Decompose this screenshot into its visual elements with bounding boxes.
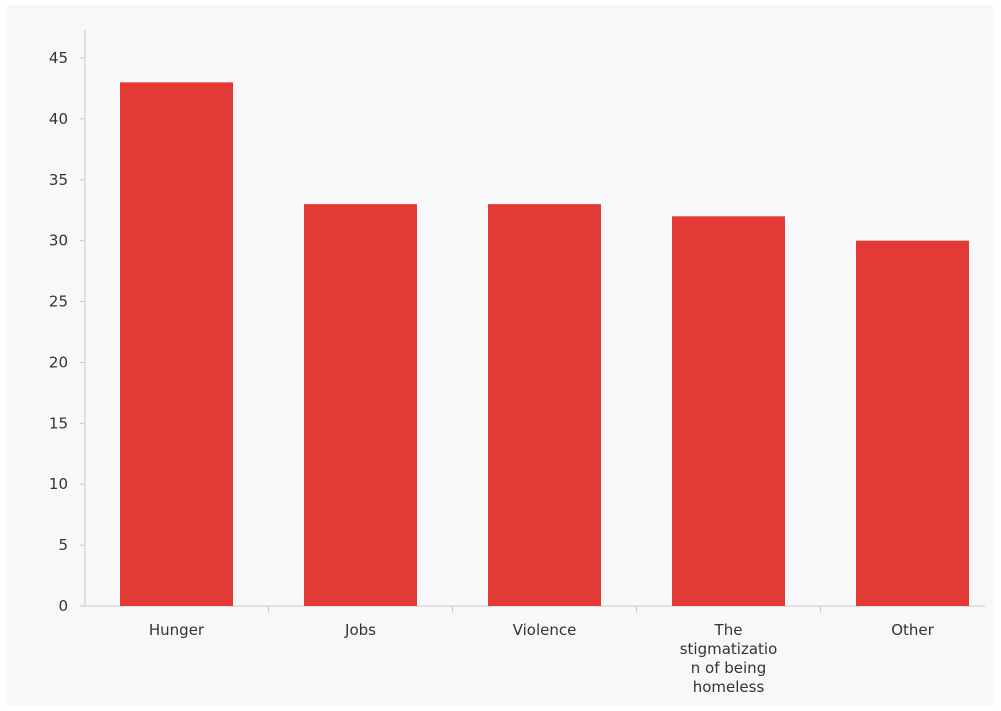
y-tick-label: 10 bbox=[49, 475, 68, 493]
category-labels: Hunger Jobs Violence The stigmatizatio n of b… bbox=[149, 621, 935, 696]
bars bbox=[120, 82, 969, 607]
x-category-label: Hunger bbox=[149, 621, 205, 639]
y-tick-label: 15 bbox=[49, 414, 68, 432]
y-tick-label: 30 bbox=[49, 232, 68, 250]
bar bbox=[120, 82, 233, 607]
x-category-label: Violence bbox=[513, 621, 577, 639]
y-tick-label: 0 bbox=[58, 597, 68, 615]
x-category-label-line: The bbox=[714, 621, 743, 639]
x-category-label-line: Violence bbox=[513, 621, 577, 639]
x-category-label-line: Other bbox=[891, 621, 934, 639]
y-tick-label: 25 bbox=[49, 293, 68, 311]
y-tick-label: 35 bbox=[49, 171, 68, 189]
y-tick-label: 5 bbox=[58, 536, 68, 554]
x-category-label-line: stigmatizatio bbox=[680, 640, 778, 658]
x-axis bbox=[85, 605, 985, 612]
x-category-label: Jobs bbox=[344, 621, 376, 639]
y-axis: 0 5 10 15 20 25 30 35 40 45 bbox=[49, 30, 86, 615]
y-tick-label: 20 bbox=[49, 353, 68, 371]
x-category-label: Other bbox=[891, 621, 934, 639]
x-category-label-line: n of being bbox=[691, 659, 766, 677]
x-category-label-line: Hunger bbox=[149, 621, 205, 639]
x-category-label: The stigmatizatio n of being homeless bbox=[680, 621, 778, 696]
bar bbox=[488, 204, 601, 606]
bar bbox=[672, 216, 785, 607]
x-category-label-line: homeless bbox=[693, 678, 765, 696]
y-tick-label: 45 bbox=[49, 49, 68, 67]
x-category-label-line: Jobs bbox=[344, 621, 376, 639]
bar bbox=[856, 240, 969, 606]
y-tick-label: 40 bbox=[49, 110, 68, 128]
bar bbox=[304, 204, 417, 606]
